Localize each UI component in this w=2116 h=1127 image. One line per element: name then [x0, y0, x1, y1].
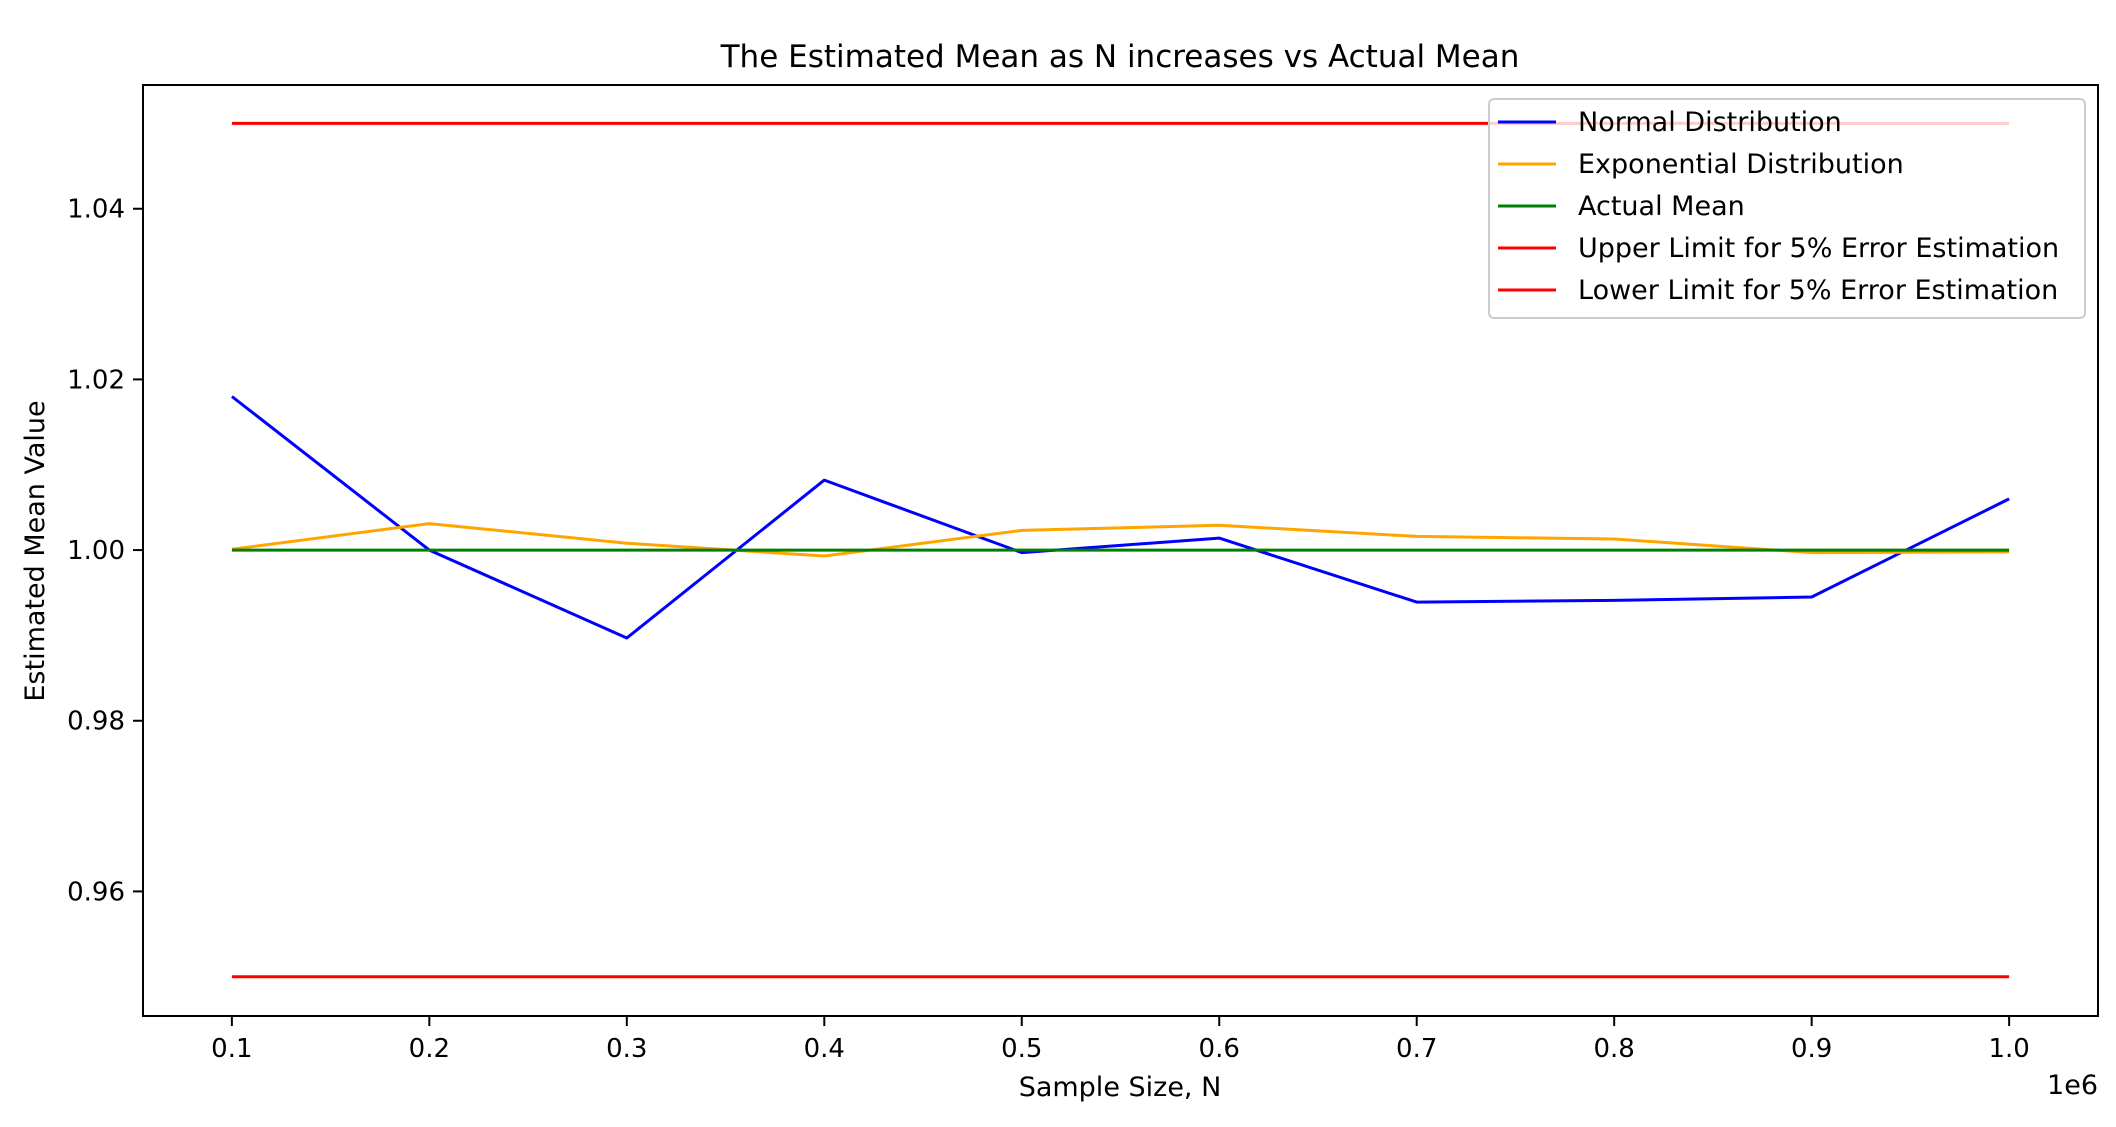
legend: Normal Distribution Exponential Distribut…	[1488, 98, 2086, 319]
x-tick-label: 0.5	[1001, 1034, 1042, 1064]
x-tick-label: 0.4	[804, 1034, 845, 1064]
x-axis: 0.1 0.2 0.3 0.4 0.5 0.6 0.7 0.8 0.9 1.0	[211, 1016, 2030, 1064]
y-tick-label: 0.96	[67, 877, 125, 907]
x-tick-label: 1.0	[1988, 1034, 2029, 1064]
legend-label: Normal Distribution	[1578, 107, 1842, 138]
legend-label: Actual Mean	[1578, 191, 1745, 222]
y-axis: 0.96 0.98 1.00 1.02 1.04	[67, 195, 143, 907]
legend-label: Lower Limit for 5% Error Estimation	[1578, 275, 2058, 306]
x-tick-label: 0.7	[1396, 1034, 1437, 1064]
y-tick-label: 1.04	[67, 195, 125, 225]
y-tick-label: 1.02	[67, 365, 125, 395]
legend-frame	[1488, 98, 2086, 319]
legend-label: Upper Limit for 5% Error Estimation	[1578, 233, 2059, 264]
x-axis-offset-label: 1e6	[2047, 1070, 2098, 1101]
x-tick-label: 0.3	[606, 1034, 647, 1064]
series-line-2	[231, 522, 2010, 558]
x-tick-label: 0.6	[1199, 1034, 1240, 1064]
x-tick-label: 0.9	[1791, 1034, 1832, 1064]
x-tick-label: 0.2	[409, 1034, 450, 1064]
y-axis-label: Estimated Mean Value	[20, 400, 51, 701]
chart-title: The Estimated Mean as N increases vs Act…	[720, 39, 1520, 75]
legend-label: Exponential Distribution	[1578, 149, 1904, 180]
x-axis-label: Sample Size, N	[1019, 1072, 1222, 1103]
y-tick-label: 0.98	[67, 707, 125, 737]
x-tick-label: 0.1	[211, 1034, 252, 1064]
series-layer	[230, 121, 2010, 979]
x-tick-label: 0.8	[1594, 1034, 1635, 1064]
y-tick-label: 1.00	[67, 536, 125, 566]
series-line-1	[230, 395, 2010, 640]
